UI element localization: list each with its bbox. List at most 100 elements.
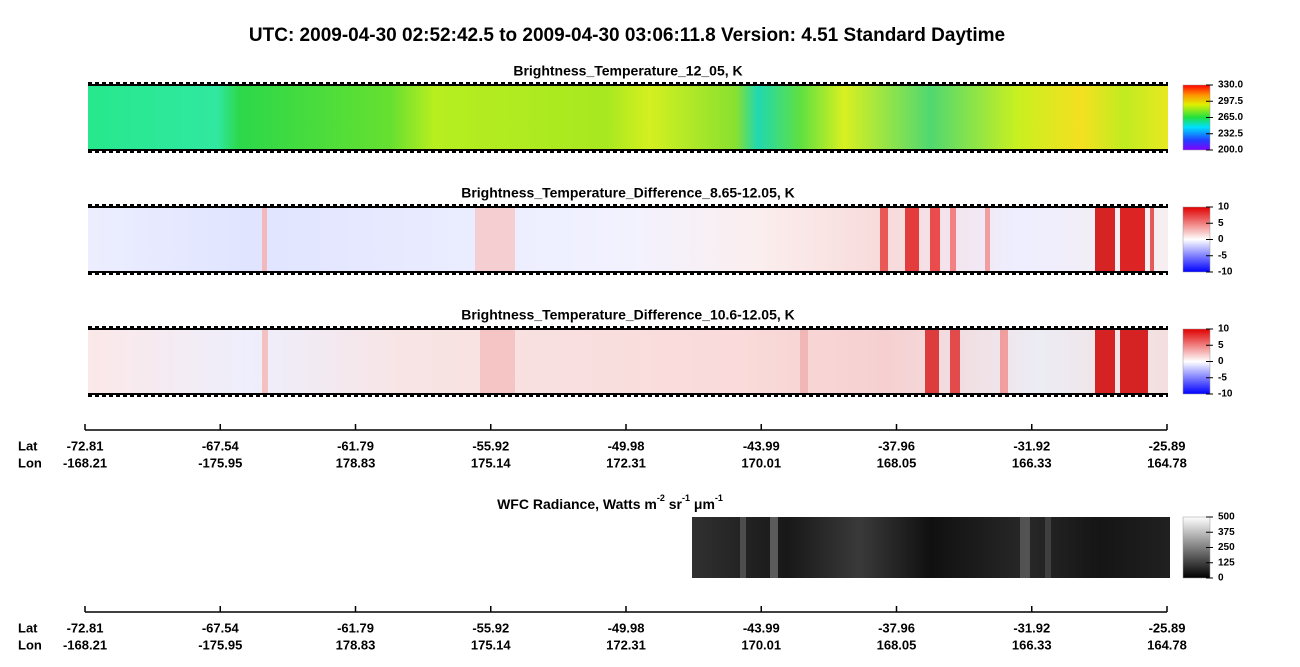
colorbar-tick-label: 0	[1218, 356, 1224, 367]
colorbar-tick-label: 0	[1218, 573, 1224, 584]
image-streak	[480, 329, 515, 394]
colorbar-tick-label: 330.0	[1218, 80, 1243, 91]
colorbar	[1182, 84, 1211, 151]
image-streak	[770, 517, 778, 578]
image-streak	[950, 329, 960, 394]
lon-label: Lon	[18, 455, 42, 470]
lat-tick-label: -49.98	[608, 620, 645, 635]
lat-label: Lat	[18, 438, 38, 453]
lat-tick-label: -43.99	[743, 620, 780, 635]
image-streak	[475, 207, 515, 272]
colorbar-tick-label: 125	[1218, 557, 1235, 568]
colorbar-tick-label: 0	[1218, 234, 1224, 245]
colorbar-tick-label: 297.5	[1218, 96, 1243, 107]
title-superscript: -2	[657, 493, 665, 503]
lat-tick-label: -37.96	[878, 620, 915, 635]
title-text: μm	[690, 496, 715, 512]
lat-tick-label: -61.79	[337, 620, 374, 635]
image	[692, 517, 1170, 578]
image-streak	[800, 329, 808, 394]
panel-title: Brightness_Temperature_12_05, K	[513, 63, 742, 79]
lat-tick-label: -49.98	[608, 438, 645, 453]
image-streak	[1045, 517, 1051, 578]
colorbar-tick-label: 500	[1218, 512, 1235, 523]
lon-tick-label: 166.33	[1012, 637, 1052, 652]
image	[88, 207, 1168, 272]
lat-tick-label: -72.81	[67, 438, 104, 453]
lon-tick-label: -168.21	[63, 455, 107, 470]
colorbar-tick-label: 265.0	[1218, 112, 1243, 123]
colorbar-tick-label: -10	[1218, 267, 1233, 278]
colorbar	[1182, 206, 1211, 273]
lat-tick-label: -55.92	[472, 438, 509, 453]
panel-title: Brightness_Temperature_Difference_10.6-1…	[461, 307, 795, 323]
image-streak	[1120, 329, 1148, 394]
colorbar-tick-label: -5	[1218, 372, 1227, 383]
lon-tick-label: 178.83	[336, 637, 376, 652]
main-title: UTC: 2009-04-30 02:52:42.5 to 2009-04-30…	[249, 25, 1005, 46]
colorbar	[1182, 328, 1211, 395]
title-superscript: -1	[682, 493, 690, 503]
lat-tick-label: -25.89	[1149, 438, 1186, 453]
lon-tick-label: -168.21	[63, 637, 107, 652]
image-streak	[262, 329, 268, 394]
panel-title: WFC Radiance, Watts m-2 sr-1 μm-1	[497, 493, 723, 511]
lon-tick-label: 175.14	[471, 637, 512, 652]
lat-tick-label: -31.92	[1013, 620, 1050, 635]
image-streak	[880, 207, 888, 272]
lat-tick-label: -25.89	[1149, 620, 1186, 635]
image-streak	[950, 207, 956, 272]
lon-label: Lon	[18, 637, 42, 652]
image-streak	[1120, 207, 1145, 272]
lat-tick-label: -37.96	[878, 438, 915, 453]
lon-tick-label: -175.95	[198, 455, 242, 470]
lat-tick-label: -72.81	[67, 620, 104, 635]
image-streak	[905, 207, 919, 272]
colorbar-tick-label: -10	[1218, 389, 1233, 400]
image-streak	[1095, 207, 1115, 272]
colorbar-tick-label: 5	[1218, 218, 1224, 229]
image-streak	[985, 207, 990, 272]
lat-tick-label: -31.92	[1013, 438, 1050, 453]
lat-tick-label: -61.79	[337, 438, 374, 453]
lon-tick-label: 172.31	[606, 455, 646, 470]
lon-tick-label: 175.14	[471, 455, 512, 470]
image-streak	[930, 207, 940, 272]
colorbar-tick-label: 10	[1218, 324, 1230, 335]
lat-tick-label: -55.92	[472, 620, 509, 635]
lon-tick-label: 166.33	[1012, 455, 1052, 470]
colorbar-tick-label: -5	[1218, 250, 1227, 261]
colorbar-tick-label: 10	[1218, 202, 1230, 213]
image-streak	[925, 329, 939, 394]
image-streak	[262, 207, 267, 272]
image-streak	[1150, 207, 1154, 272]
lat-label: Lat	[18, 620, 38, 635]
title-text: WFC Radiance, Watts m	[497, 496, 657, 512]
image-streak	[740, 517, 746, 578]
lon-tick-label: 168.05	[877, 455, 917, 470]
colorbar-tick-label: 5	[1218, 340, 1224, 351]
colorbar	[1182, 516, 1211, 579]
image-streak	[1020, 517, 1030, 578]
lat-tick-label: -67.54	[202, 620, 240, 635]
lon-tick-label: 170.01	[741, 455, 781, 470]
image	[88, 85, 1168, 150]
title-superscript: -1	[715, 493, 723, 503]
colorbar-tick-label: 375	[1218, 527, 1235, 538]
lon-tick-label: 168.05	[877, 637, 917, 652]
lon-tick-label: -175.95	[198, 637, 242, 652]
lon-tick-label: 178.83	[336, 455, 376, 470]
lon-tick-label: 172.31	[606, 637, 646, 652]
colorbar-tick-label: 232.5	[1218, 128, 1243, 139]
colorbar-tick-label: 200.0	[1218, 145, 1243, 156]
image-streak	[1000, 329, 1008, 394]
lat-tick-label: -43.99	[743, 438, 780, 453]
lon-tick-label: 170.01	[741, 637, 781, 652]
lon-tick-label: 164.78	[1147, 637, 1187, 652]
title-text: sr	[665, 496, 683, 512]
lon-tick-label: 164.78	[1147, 455, 1187, 470]
colorbar-tick-label: 250	[1218, 542, 1235, 553]
panel-title: Brightness_Temperature_Difference_8.65-1…	[461, 185, 795, 201]
image-streak	[1095, 329, 1115, 394]
